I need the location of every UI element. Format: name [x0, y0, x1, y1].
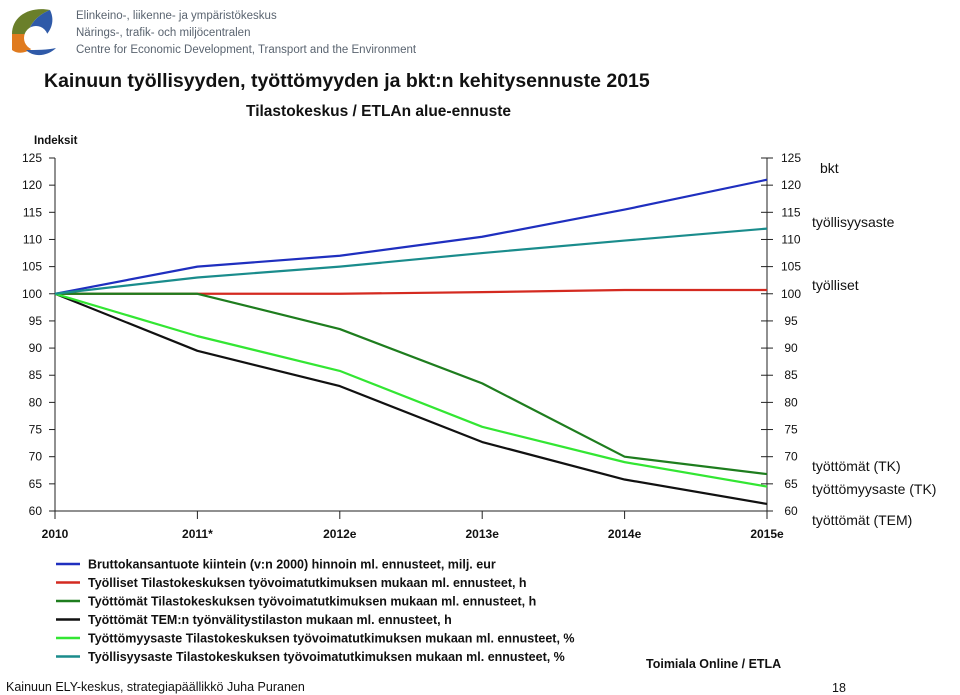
side-label-tyolliset: työlliset — [812, 277, 859, 293]
chart-source: Toimiala Online / ETLA — [646, 657, 782, 671]
side-label-bkt: bkt — [820, 160, 839, 176]
y-tick-label-right: 100 — [781, 287, 801, 301]
org-name-fi: Elinkeino-, liikenne- ja ympäristökeskus — [76, 10, 277, 22]
legend-label-0: Bruttokansantuote kiintein (v:n 2000) hi… — [88, 558, 496, 572]
y-tick-label-left: 115 — [23, 205, 42, 219]
y-tick-label-left: 90 — [29, 341, 43, 355]
x-tick-label: 2010 — [42, 527, 69, 541]
org-name-en: Centre for Economic Development, Transpo… — [76, 44, 417, 56]
x-tick-label: 2015e — [750, 527, 784, 541]
series-line-4 — [54, 292, 768, 488]
side-label-tyottomyysaste-tk: työttömyysaste (TK) — [812, 481, 937, 497]
ely-logo-icon — [12, 9, 56, 56]
y-tick-label-left: 105 — [22, 260, 42, 274]
y-tick-label-right: 90 — [784, 341, 798, 355]
y-tick-label-right: 125 — [781, 151, 801, 165]
y-tick-label-left: 110 — [23, 232, 42, 246]
y-tick-label-right: 105 — [781, 260, 801, 274]
chart-axes: 60 60 65 65 70 70 75 75 80 80 85 85 90 90 95 95 100 100 10… — [22, 151, 801, 541]
series-line-0 — [54, 178, 768, 295]
y-tick-label-left: 120 — [22, 178, 42, 192]
y-tick-label-left: 80 — [29, 395, 43, 409]
y-tick-label-right: 60 — [784, 504, 798, 518]
x-tick-label: 2014e — [608, 527, 642, 541]
y-tick-label-right: 75 — [784, 423, 798, 437]
chart-legend: Bruttokansantuote kiintein (v:n 2000) hi… — [56, 558, 575, 664]
y-tick-label-left: 95 — [29, 314, 43, 328]
chart-title: Kainuun työllisyyden, työttömyyden ja bk… — [44, 70, 650, 92]
legend-label-4: Työttömyysaste Tilastokeskuksen työvoima… — [88, 632, 575, 646]
series-line-5 — [54, 227, 768, 295]
y-tick-label-right: 80 — [784, 395, 798, 409]
series-line-2 — [55, 292, 768, 476]
page-number: 18 — [832, 681, 846, 695]
y-tick-label-left: 85 — [29, 368, 43, 382]
legend-label-1: Työlliset Tilastokeskuksen työvoimatutki… — [88, 576, 527, 590]
y-tick-label-left: 100 — [22, 287, 42, 301]
chart-series — [54, 178, 768, 506]
y-axis-label: Indeksit — [34, 135, 78, 147]
y-tick-label-right: 65 — [784, 477, 798, 491]
side-label-tyottomat-tem: työttömät (TEM) — [812, 512, 913, 528]
legend-label-3: Työttömät TEM:n työnvälitystilaston muka… — [88, 613, 452, 627]
y-tick-label-left: 70 — [29, 450, 43, 464]
series-line-3 — [54, 292, 768, 506]
legend-label-2: Työttömät Tilastokeskuksen työvoimatutki… — [88, 595, 536, 609]
slide-footer: Kainuun ELY-keskus, strategiapäällikkö J… — [6, 680, 305, 694]
side-label-tyottomat-tk: työttömät (TK) — [812, 458, 901, 474]
x-tick-label: 2011* — [182, 527, 213, 541]
side-label-tyollisyysaste: työllisyysaste — [812, 214, 895, 230]
y-tick-label-left: 65 — [29, 477, 43, 491]
x-tick-label: 2013e — [466, 527, 500, 541]
y-tick-label-right: 95 — [784, 314, 798, 328]
x-tick-label: 2012e — [323, 527, 357, 541]
y-tick-label-left: 75 — [29, 423, 43, 437]
legend-label-5: Työllisyysaste Tilastokeskuksen työvoima… — [88, 650, 565, 664]
y-tick-label-right: 70 — [784, 450, 798, 464]
y-tick-label-right: 85 — [784, 368, 798, 382]
y-tick-label-right: 120 — [781, 178, 801, 192]
chart-subtitle: Tilastokeskus / ETLAn alue-ennuste — [246, 103, 512, 120]
y-tick-label-left: 60 — [29, 504, 43, 518]
y-tick-label-right: 110 — [781, 232, 800, 246]
y-tick-label-right: 115 — [781, 205, 800, 219]
org-name-sv: Närings-, trafik- och miljöcentralen — [76, 27, 251, 39]
y-tick-label-left: 125 — [22, 151, 42, 165]
